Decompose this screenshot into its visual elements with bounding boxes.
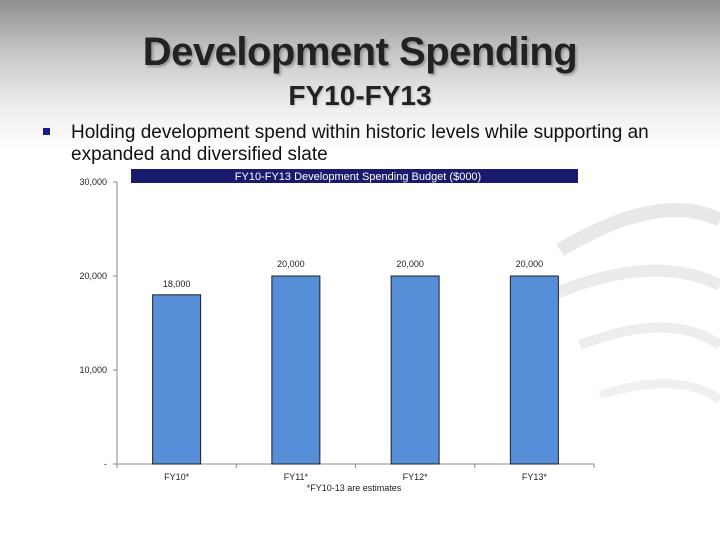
category-label: FY12*	[403, 472, 429, 482]
data-label: 20,000	[396, 259, 424, 269]
category-label: FY10*	[164, 472, 190, 482]
y-tick-label: 30,000	[79, 177, 107, 187]
slide-subtitle: FY10-FY13	[288, 80, 432, 111]
data-labels: 18,000 20,000 20,000 20,000	[163, 259, 543, 289]
data-label: 18,000	[163, 279, 191, 289]
bars	[152, 275, 559, 465]
bar-fy13	[509, 275, 559, 465]
bullet-text: Holding development spend within histori…	[71, 122, 649, 165]
data-label: 20,000	[277, 259, 305, 269]
data-label: 20,000	[516, 259, 544, 269]
category-label: FY11*	[284, 472, 309, 482]
bullet-marker	[43, 128, 50, 135]
bar-fy11	[271, 275, 321, 465]
y-tick-label: 20,000	[79, 271, 107, 281]
y-axis-ticks: - 10,000 20,000 30,000	[79, 177, 117, 469]
y-tick-label: -	[104, 459, 107, 469]
bar-fy10	[152, 294, 202, 465]
y-tick-label: 10,000	[79, 365, 107, 375]
chart-footnote: *FY10-13 are estimates	[307, 483, 402, 493]
chart-title-band	[131, 169, 578, 183]
chart-title: FY10-FY13 Development Spending Budget ($…	[235, 171, 481, 183]
slide-title: Development Spending	[142, 30, 578, 74]
bar-fy12	[390, 275, 440, 465]
category-labels: FY10* FY11* FY12* FY13*	[116, 464, 595, 482]
category-label: FY13*	[522, 472, 548, 482]
